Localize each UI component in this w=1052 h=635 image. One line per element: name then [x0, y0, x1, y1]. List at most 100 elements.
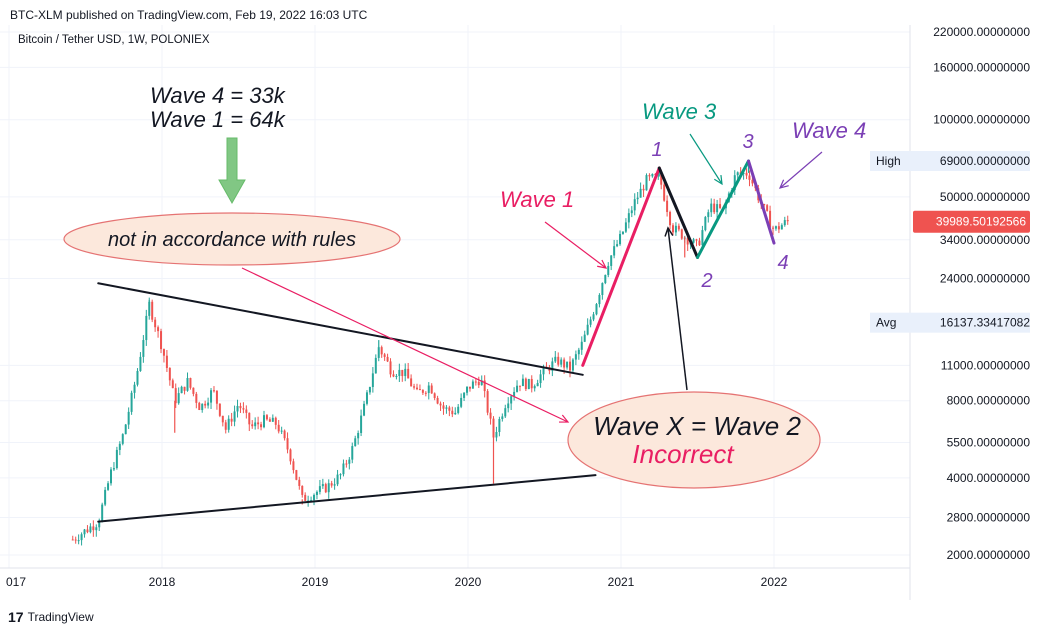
- candle-body: [536, 383, 539, 387]
- candle: [212, 386, 215, 393]
- candle-body: [313, 494, 316, 501]
- candle-body: [304, 494, 307, 501]
- wave-number-1: 1: [651, 139, 662, 161]
- marker-value: 16137.33417082: [940, 316, 1030, 330]
- candle: [186, 372, 189, 392]
- candle: [463, 392, 466, 402]
- candle-body: [280, 430, 283, 432]
- candle-body: [457, 406, 460, 413]
- candle-body: [448, 407, 451, 411]
- candle: [533, 384, 536, 392]
- candle: [360, 409, 363, 437]
- candle-body: [221, 415, 224, 423]
- symbol-title[interactable]: Bitcoin / Tether USD, 1W, POLONIEX: [18, 34, 210, 46]
- candle: [507, 397, 510, 413]
- candle-body: [624, 222, 627, 232]
- candle: [621, 231, 624, 235]
- candle-body: [386, 356, 389, 362]
- candle: [704, 215, 707, 232]
- candle-body: [660, 173, 663, 185]
- candle-body: [348, 459, 351, 464]
- incorrect-label: Incorrect: [632, 439, 735, 469]
- candle-body: [733, 175, 736, 190]
- candle: [330, 480, 333, 488]
- candle-body: [707, 212, 710, 218]
- candle-body: [212, 390, 215, 392]
- candle: [204, 400, 207, 409]
- candle: [157, 325, 160, 338]
- candle-body: [551, 361, 554, 371]
- candle-body: [401, 369, 404, 377]
- candle-body: [663, 184, 666, 201]
- candle-body: [218, 403, 221, 416]
- candle: [386, 353, 389, 363]
- candle-body: [224, 422, 227, 430]
- candle: [483, 375, 486, 398]
- candle: [421, 389, 424, 396]
- candle-body: [357, 433, 360, 439]
- candle-body: [154, 319, 157, 328]
- arrow-head: [714, 174, 723, 186]
- candle-body: [148, 301, 151, 316]
- candle: [154, 317, 157, 332]
- candle-body: [601, 283, 604, 295]
- candle: [254, 417, 257, 430]
- candle: [107, 481, 110, 491]
- candle-body: [539, 374, 542, 384]
- candle: [89, 523, 92, 534]
- marker-value: 69000.00000000: [940, 154, 1030, 168]
- candle: [215, 390, 218, 410]
- wave-2-line: [657, 166, 699, 259]
- candle-body: [157, 327, 160, 332]
- candle-body: [189, 378, 192, 388]
- candle-body: [180, 386, 183, 394]
- chart-grid: [0, 25, 910, 568]
- trendlines: [97, 159, 776, 523]
- candle-body: [371, 373, 374, 388]
- candle: [210, 388, 213, 409]
- candle: [195, 391, 198, 409]
- candle-body: [374, 357, 377, 374]
- candle: [666, 195, 669, 217]
- candle: [589, 316, 592, 328]
- candle: [260, 421, 263, 431]
- triangle-upper-line: [97, 282, 584, 376]
- candle: [445, 405, 448, 414]
- candle: [374, 354, 377, 374]
- tradingview-brand[interactable]: 17 TradingView: [8, 609, 94, 625]
- candle-body: [524, 378, 527, 390]
- candle-body: [77, 540, 80, 542]
- candle-body: [427, 385, 430, 393]
- candle: [289, 448, 292, 465]
- wave-x-bubble: [567, 391, 821, 489]
- candle: [248, 412, 251, 432]
- candle: [698, 237, 701, 246]
- candle-body: [260, 424, 263, 428]
- wave-3-line: [696, 159, 750, 259]
- wave-3-label: Wave 3: [642, 99, 717, 124]
- candle: [619, 230, 622, 246]
- candle: [571, 358, 574, 373]
- candle-body: [645, 175, 648, 191]
- published-caption: BTC-XLM published on TradingView.com, Fe…: [10, 8, 368, 22]
- candle-body: [107, 483, 110, 490]
- candle-body: [230, 418, 233, 422]
- candle-body: [118, 443, 121, 450]
- candle-body: [748, 175, 751, 180]
- candle-body: [242, 408, 245, 410]
- candle-body: [489, 412, 492, 419]
- candle: [363, 400, 366, 417]
- candle-body: [592, 314, 595, 320]
- arrow-shaft: [241, 267, 569, 423]
- candle-body: [495, 432, 498, 438]
- candle: [221, 415, 224, 427]
- candle: [574, 350, 577, 366]
- candle: [280, 426, 283, 435]
- candle-body: [619, 233, 622, 245]
- candle: [245, 405, 248, 419]
- candle-body: [227, 418, 230, 430]
- candle: [333, 478, 336, 490]
- candle-body: [130, 392, 133, 412]
- candle: [495, 426, 498, 442]
